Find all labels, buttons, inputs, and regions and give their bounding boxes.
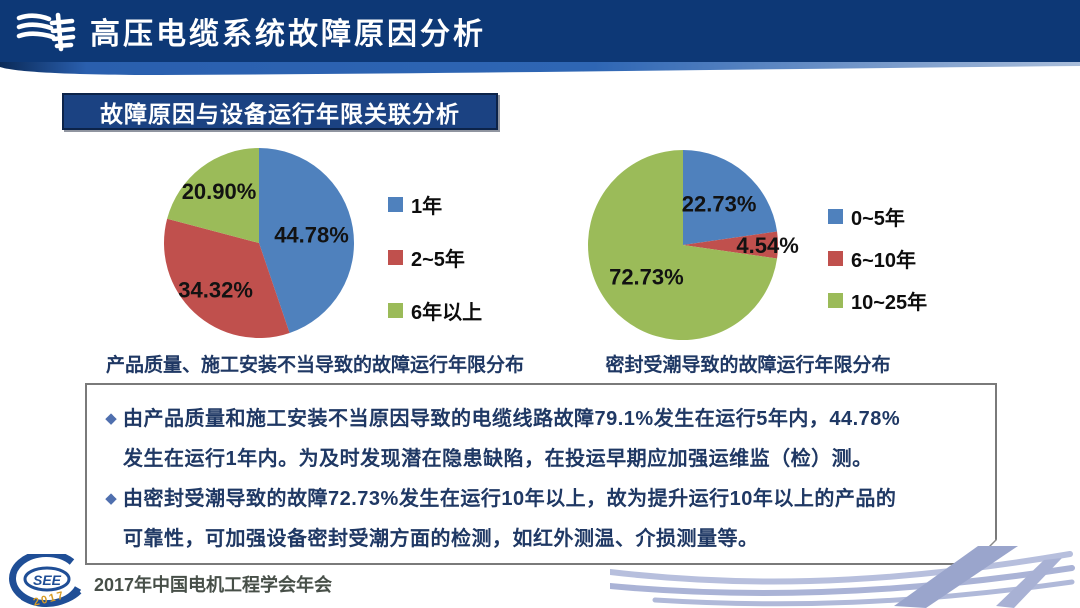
legend-item: 0~5年	[828, 202, 927, 231]
csee-logo-text: SEE	[33, 572, 62, 588]
pie-slice	[683, 150, 778, 245]
legend-right-pie: 0~5年 6~10年 10~25年	[828, 202, 927, 328]
pie-slice	[163, 218, 290, 339]
bullet-line: 由密封受潮导致的故障72.73%发生在运行10年以上，故为提升运行10年以上的产…	[123, 488, 897, 510]
pie-slice	[683, 231, 779, 259]
bullet-dot-icon: ◆	[105, 490, 117, 507]
pie-slice	[167, 148, 259, 243]
legend-swatch-blue	[388, 197, 403, 212]
legend-label: 10~25年	[851, 292, 928, 314]
legend-label: 2~5年	[411, 249, 465, 271]
legend-swatch-green	[828, 293, 843, 308]
pie-chart-quality-install: 44.78% 34.32% 20.90%	[163, 148, 355, 339]
chart-caption-left: 产品质量、施工安装不当导致的故障运行年限分布	[105, 355, 524, 376]
pie-slice-label: 34.32%	[178, 278, 253, 303]
pie-slice-label: 44.78%	[274, 222, 349, 247]
legend-item: 2~5年	[388, 243, 482, 272]
csee-logo: SEE 2017	[9, 554, 82, 608]
bullet-dot-icon: ◆	[105, 410, 117, 427]
folded-corner-icon	[971, 539, 997, 565]
bullet-line: 由产品质量和施工安装不当原因导致的电缆线路故障79.1%发生在运行5年内，44.…	[123, 408, 901, 430]
page-title: 高压电缆系统故障原因分析	[90, 18, 486, 51]
legend-swatch-red	[828, 251, 843, 266]
legend-label: 6~10年	[851, 250, 917, 272]
cable-lines-logo-icon	[16, 12, 76, 52]
legend-swatch-green	[388, 303, 403, 318]
legend-left-pie: 1年 2~5年 6年以上	[388, 190, 482, 349]
legend-label: 1年	[411, 196, 443, 218]
bullet-line: 发生在运行1年内。为及时发现潜在隐患缺陷，在投运早期应加强运维监（检）测。	[123, 448, 873, 470]
legend-item: 6年以上	[388, 296, 482, 325]
pie-slice	[259, 148, 355, 333]
pie-slice-label: 4.54%	[736, 233, 798, 258]
pie-chart-seal-moisture: 22.73% 4.54% 72.73%	[588, 150, 799, 340]
bullet-text: 由产品质量和施工安装不当原因导致的电缆线路故障79.1%发生在运行5年内，44.…	[123, 399, 900, 479]
header-swoosh-band	[0, 62, 1080, 75]
section-banner-label: 故障原因与设备运行年限关联分析	[100, 100, 460, 127]
legend-swatch-blue	[828, 209, 843, 224]
conclusion-notes-box: ◆ 由产品质量和施工安装不当原因导致的电缆线路故障79.1%发生在运行5年内，4…	[85, 383, 997, 565]
bullet-text: 由密封受潮导致的故障72.73%发生在运行10年以上，故为提升运行10年以上的产…	[123, 479, 896, 559]
pie-slice-label: 22.73%	[682, 191, 757, 216]
legend-label: 6年以上	[411, 302, 483, 324]
bullet-line: 可靠性，可加强设备密封受潮方面的检测，如红外测温、介损测量等。	[123, 528, 759, 550]
bullet-item: ◆ 由密封受潮导致的故障72.73%发生在运行10年以上，故为提升运行10年以上…	[99, 479, 977, 559]
legend-label: 0~5年	[851, 208, 905, 230]
legend-item: 6~10年	[828, 244, 927, 273]
conference-title: 2017年中国电机工程学会年会	[94, 575, 333, 595]
section-banner: 故障原因与设备运行年限关联分析	[62, 93, 498, 130]
pie-slice-label: 72.73%	[609, 265, 684, 290]
bullet-item: ◆ 由产品质量和施工安装不当原因导致的电缆线路故障79.1%发生在运行5年内，4…	[99, 399, 977, 479]
pie-slice-label: 20.90%	[182, 179, 257, 204]
pie-slice	[588, 150, 778, 340]
legend-item: 1年	[388, 190, 482, 219]
legend-item: 10~25年	[828, 286, 927, 315]
header-bar: 高压电缆系统故障原因分析	[0, 0, 1080, 62]
chart-caption-right: 密封受潮导致的故障运行年限分布	[605, 355, 891, 376]
legend-swatch-red	[388, 250, 403, 265]
